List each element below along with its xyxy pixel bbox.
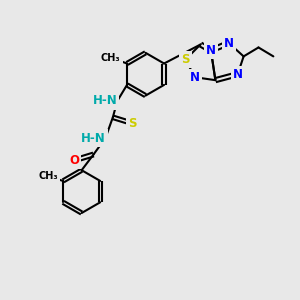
Text: N: N: [224, 37, 234, 50]
Text: S: S: [128, 117, 136, 130]
Text: O: O: [69, 154, 79, 167]
Text: CH₃: CH₃: [101, 52, 121, 63]
Text: N: N: [233, 68, 243, 81]
Text: N: N: [206, 44, 216, 57]
Text: H-N: H-N: [93, 94, 117, 107]
Text: H-N: H-N: [81, 132, 105, 145]
Text: N: N: [190, 71, 200, 84]
Text: S: S: [182, 53, 190, 66]
Text: CH₃: CH₃: [38, 172, 58, 182]
